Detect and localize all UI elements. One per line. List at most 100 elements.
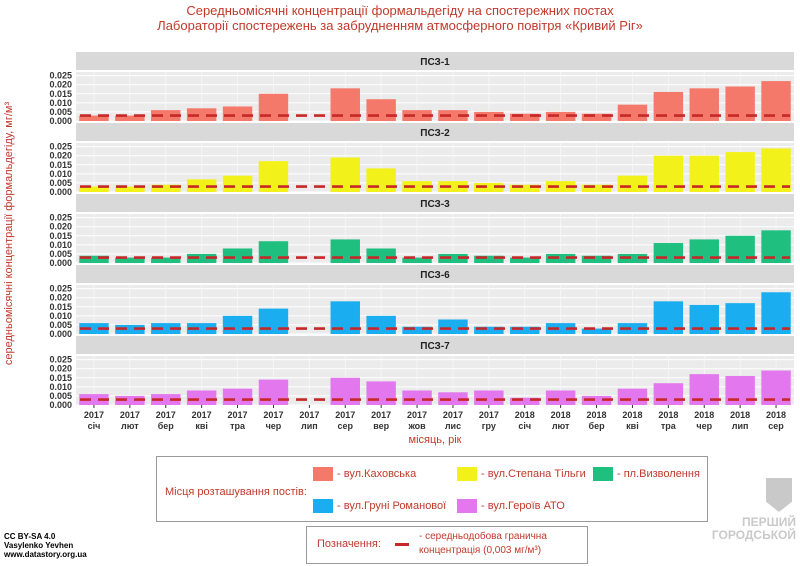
y-tick-label: 0.005 — [49, 178, 72, 188]
chart-title-line2: Лабораторії спостережень за забрудненням… — [157, 18, 643, 33]
legend-label: - вул.Груні Романової — [337, 499, 447, 512]
bar — [366, 381, 396, 405]
bar — [545, 323, 576, 334]
panel-background — [76, 72, 794, 121]
bar — [510, 113, 540, 121]
bar — [510, 326, 540, 334]
bar — [79, 186, 109, 192]
x-tick-year: 2017 — [263, 410, 283, 420]
bar — [79, 115, 109, 121]
bar — [366, 248, 396, 263]
bar — [186, 253, 217, 263]
legend-item-romanovoi: - вул.Груні Романової — [313, 499, 446, 513]
bar — [581, 395, 612, 405]
legend-swatch — [457, 499, 477, 513]
bar — [474, 111, 504, 121]
x-tick-month: тра — [230, 421, 246, 431]
bar — [402, 181, 432, 192]
bar — [689, 239, 719, 263]
bar — [258, 93, 289, 121]
note-text: - середньодобова гранична концентрація (… — [419, 530, 547, 558]
y-tick-label: 0.000 — [49, 258, 72, 268]
bar — [222, 388, 253, 405]
y-tick-label: 0.015 — [49, 89, 72, 99]
legend-item-tilhy: - вул.Степана Тільги — [457, 467, 586, 481]
x-tick-month: кві — [195, 421, 208, 431]
x-tick-month: гру — [482, 421, 496, 431]
bar — [438, 319, 468, 334]
x-tick-month: чер — [696, 421, 712, 431]
y-tick-label: 0.010 — [49, 240, 72, 250]
bar — [617, 175, 648, 192]
bar — [761, 292, 791, 334]
bar — [402, 257, 432, 263]
chart-title-line1: Середньомісячні концентрації формальдегі… — [186, 3, 614, 18]
x-tick-year: 2017 — [299, 410, 319, 420]
bar — [366, 99, 396, 121]
y-tick-label: 0.000 — [49, 400, 72, 410]
legend-swatch — [457, 467, 477, 481]
bar — [510, 397, 540, 405]
y-tick-label: 0.025 — [49, 284, 72, 294]
x-tick-year: 2017 — [156, 410, 176, 420]
x-tick-year: 2018 — [515, 410, 535, 420]
x-tick-year: 2018 — [766, 410, 786, 420]
bar — [474, 182, 504, 192]
bar — [115, 186, 145, 192]
bar — [151, 257, 181, 263]
legend-label: - вул.Каховська — [337, 467, 417, 480]
bar — [617, 253, 648, 263]
panel-title: ПСЗ-7 — [420, 341, 450, 352]
bar — [545, 181, 576, 192]
y-tick-label: 0.010 — [49, 98, 72, 108]
y-axis-title: середньомісячні концентрації формальдегі… — [3, 102, 15, 366]
x-tick-month: бер — [589, 421, 606, 431]
y-tick-label: 0.015 — [49, 231, 72, 241]
bar — [653, 383, 684, 405]
panel-strip — [76, 52, 794, 70]
bar — [330, 239, 360, 263]
bar — [617, 104, 648, 121]
bar — [258, 379, 289, 405]
x-tick-year: 2018 — [694, 410, 714, 420]
y-tick-label: 0.000 — [49, 329, 72, 339]
panel-title: ПСЗ-2 — [420, 128, 450, 139]
y-tick-label: 0.010 — [49, 311, 72, 321]
bar — [581, 328, 612, 334]
bar — [474, 255, 504, 263]
panel-background — [76, 214, 794, 263]
x-tick-year: 2018 — [551, 410, 571, 420]
bar — [474, 326, 504, 334]
x-tick-year: 2017 — [120, 410, 140, 420]
x-tick-year: 2017 — [192, 410, 212, 420]
x-tick-year: 2018 — [730, 410, 750, 420]
y-tick-label: 0.010 — [49, 382, 72, 392]
bar — [222, 106, 253, 121]
bar — [366, 168, 396, 192]
bar — [617, 323, 648, 334]
y-tick-label: 0.015 — [49, 302, 72, 312]
legend: Місця розташування постів: - вул.Каховсь… — [156, 456, 708, 522]
threshold-note: Позначення: - середньодобова гранична ко… — [306, 526, 588, 564]
x-tick-year: 2017 — [371, 410, 391, 420]
panel-strip — [76, 265, 794, 283]
panel-title: ПСЗ-6 — [420, 270, 450, 281]
legend-item-heroiv-ato: - вул.Героїв АТО — [457, 499, 565, 513]
panel-title: ПСЗ-1 — [420, 57, 450, 68]
bar — [115, 115, 145, 121]
bar — [151, 184, 181, 192]
y-tick-label: 0.025 — [49, 355, 72, 365]
bar — [222, 248, 253, 263]
bar — [222, 175, 253, 192]
y-tick-label: 0.025 — [49, 213, 72, 223]
bar — [186, 108, 217, 121]
bar — [186, 390, 217, 405]
bar — [545, 390, 576, 405]
y-tick-label: 0.020 — [49, 80, 72, 90]
bar — [438, 253, 468, 263]
chart-area: ПСЗ-10.0000.0050.0100.0150.0200.025ПСЗ-2… — [3, 52, 794, 446]
bar — [151, 394, 181, 405]
bar — [402, 390, 432, 405]
note-line1: - середньодобова гранична — [419, 531, 547, 542]
y-tick-label: 0.025 — [49, 142, 72, 152]
